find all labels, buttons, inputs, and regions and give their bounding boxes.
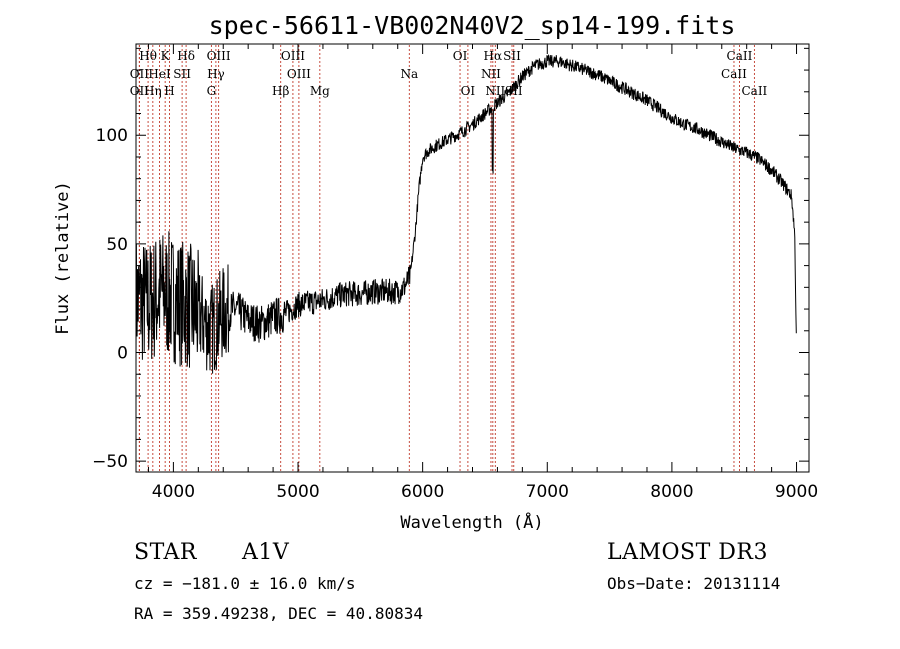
spectral-line-label: Hθ (139, 49, 157, 63)
spectral-line-label: OI (453, 49, 468, 63)
spectral-line-label: CaII (721, 67, 747, 81)
x-tick-label: 6000 (401, 482, 444, 502)
spectral-line-label: SII (173, 67, 191, 81)
y-tick-label: −50 (92, 452, 128, 472)
spectral-line-label: HeI (148, 67, 171, 81)
spectrum-series (135, 54, 797, 374)
axis-ticks: 4000 5000 6000 7000 8000 9000 −50 0 50 100 (92, 44, 818, 502)
spectral-line-label: OII (130, 67, 150, 81)
spectral-line-label: Hα (484, 49, 503, 63)
x-tick-label: 5000 (276, 482, 319, 502)
spectral-line-label: Na (400, 67, 418, 81)
spectrum-chart: spec-56611-VB002N40V2_sp14-199.fits Hθ OI… (53, 11, 818, 533)
spectral-line-label: SII (505, 84, 523, 98)
spectral-line-label: Hγ (207, 67, 225, 81)
spectral-line-label: G (207, 84, 217, 98)
spectral-line-label: H (164, 84, 174, 98)
x-tick-label: 7000 (526, 482, 569, 502)
plot-frame (135, 43, 810, 473)
x-axis-label: Wavelength (Å) (400, 511, 543, 533)
x-tick-label: 4000 (152, 482, 195, 502)
spectral-line-label: CaII (727, 49, 753, 63)
spectral-line-label: OI (461, 84, 476, 98)
spectral-line-label: SII (503, 49, 521, 63)
spectral-line-label: Hδ (177, 49, 195, 63)
sky-coordinates: RA = 359.49238, DEC = 40.80834 (134, 604, 423, 623)
spectral-line-label: NII (481, 67, 501, 81)
observation-date: Obs−Date: 20131114 (607, 574, 781, 593)
spectral-line-label: CaII (741, 84, 767, 98)
spectral-line-label: NII (485, 84, 505, 98)
spectral-line-label: OIII (281, 49, 305, 63)
x-tick-label: 8000 (650, 482, 693, 502)
chart-title: spec-56611-VB002N40V2_sp14-199.fits (209, 11, 736, 40)
y-axis-label: Flux (relative) (53, 181, 73, 335)
survey-name: LAMOST DR3 (607, 540, 768, 565)
y-tick-label: 0 (117, 344, 128, 364)
spectral-line-label: OII (130, 84, 150, 98)
spectral-line-label: K (161, 49, 171, 63)
spectral-line-label: Hη (144, 84, 162, 98)
spectral-line-label: Hβ (272, 84, 289, 98)
y-tick-label: 100 (96, 126, 128, 146)
y-tick-label: 50 (106, 235, 128, 255)
spectral-line-label: Mg (310, 84, 330, 98)
x-tick-label: 9000 (775, 482, 818, 502)
object-subclass: A1V (242, 540, 290, 565)
object-class: STAR (134, 540, 197, 565)
spectral-line-label: OIII (287, 67, 311, 81)
redshift-velocity: cz = −181.0 ± 16.0 km/s (134, 574, 356, 593)
spectral-line-label: OIII (207, 49, 231, 63)
